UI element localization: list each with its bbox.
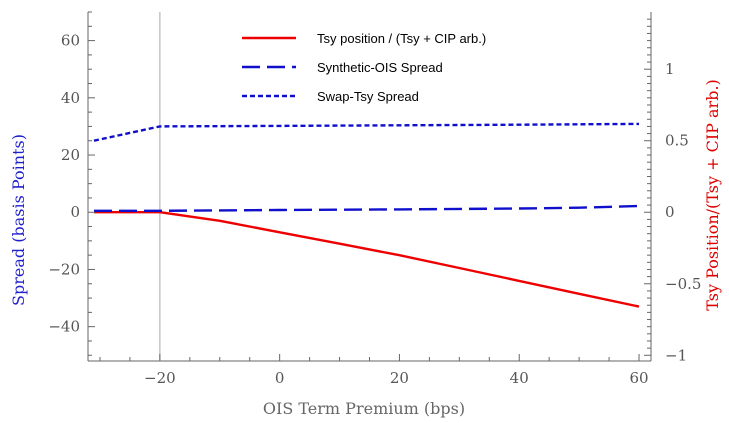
y-left-tick-label: −40 [48,318,80,336]
legend-label-3: Swap-Tsy Spread [317,89,419,104]
tick-labels-layer: −20 0 20 40 60 −40 −20 0 20 40 60 −1 −0.5 0 0.5 1 [48,32,701,387]
x-tick-label: 20 [390,369,409,387]
legend: Tsy position / (Tsy + CIP arb.) Synthetic… [242,31,486,104]
series-line-2 [94,204,640,213]
series-line-3 [93,122,640,142]
y-axis-right-title: Tsy Position/(Tsy + CIP arb.) [703,79,722,311]
x-tick-label: 40 [510,369,529,387]
x-tick-label: 0 [275,369,285,387]
y-right-tick-label: −1 [665,346,687,364]
series-layer [93,122,640,308]
y-right-tick-label: 0.5 [665,132,689,150]
legend-label-2: Synthetic-OIS Spread [317,60,443,75]
ticks-layer [88,11,651,361]
series-line-1 [94,210,640,308]
legend-label-1: Tsy position / (Tsy + CIP arb.) [317,31,486,46]
x-tick-label: −20 [144,369,176,387]
y-left-tick-label: 0 [70,203,80,221]
y-axis-left-title: Spread (basis Points) [9,134,28,306]
y-right-tick-label: 1 [665,60,675,78]
y-left-tick-label: 40 [61,89,80,107]
y-right-tick-label: 0 [665,203,675,221]
y-right-tick-label: −0.5 [665,275,701,293]
x-axis-title: OIS Term Premium (bps) [263,399,465,418]
y-left-tick-label: 60 [61,32,80,50]
x-tick-label: 60 [629,369,648,387]
y-left-tick-label: −20 [48,260,80,278]
y-left-tick-label: 20 [61,146,80,164]
